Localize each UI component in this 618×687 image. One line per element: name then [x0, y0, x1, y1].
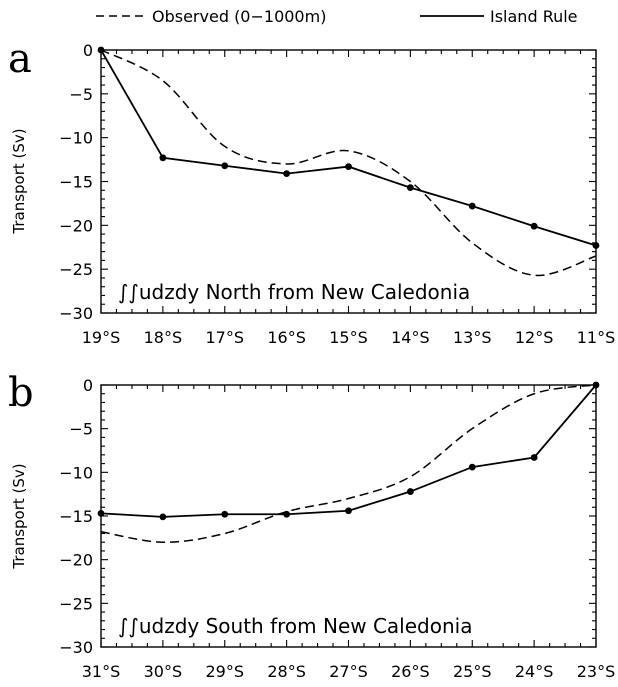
- panel-b-ylabel: Transport (Sv): [10, 463, 28, 569]
- panel-b-ytick-label: 0: [83, 376, 93, 395]
- panel-a-letter: a: [8, 36, 32, 82]
- panel-a-annotation: ∫∫udzdy North from New Caledonia: [118, 280, 470, 304]
- panel-b-ytick-label: −10: [59, 463, 93, 482]
- panel-a-xtick-label: 17°S: [205, 328, 244, 347]
- panel-b-xtick-label: 25°S: [453, 662, 492, 681]
- panel-a-ytick-label: −20: [59, 216, 93, 235]
- panel-a-island-rule-line: [100, 49, 597, 247]
- panel-a-ytick-label: −30: [59, 304, 93, 323]
- panel-b-ytick-label: −25: [59, 594, 93, 613]
- panel-a-xtick-label: 15°S: [329, 328, 368, 347]
- panel-a-xtick-label: 11°S: [577, 328, 616, 347]
- panel-a-ytick-label: −15: [59, 173, 93, 192]
- panel-a-island-rule-point: [345, 163, 352, 170]
- panel-a-island-rule-point: [530, 222, 538, 230]
- panel-b-island-rule-point: [468, 463, 476, 471]
- legend-observed-label: Observed (0−1000m): [152, 7, 326, 26]
- panel-b: b Transport (Sv) ∫∫udzdy South from New …: [8, 370, 615, 681]
- panel-a-xtick-label: 16°S: [267, 328, 306, 347]
- panel-b-ytick-label: −30: [59, 638, 93, 657]
- panel-a: a Transport (Sv) ∫∫udzdy North from New …: [8, 36, 615, 347]
- panel-b-island-rule-point: [592, 381, 600, 389]
- panel-b-island-rule-point: [159, 513, 167, 521]
- panel-a-ylabel: Transport (Sv): [10, 128, 28, 234]
- panel-a-frame: [100, 49, 597, 314]
- panel-a-observed-line: [100, 49, 597, 277]
- panel-a-ytick-label: 0: [83, 41, 93, 60]
- panel-a-island-rule-point: [159, 154, 167, 162]
- panel-b-island-rule-point: [221, 510, 229, 518]
- panel-b-xtick-label: 24°S: [515, 662, 554, 681]
- panel-b-xtick-label: 30°S: [144, 662, 183, 681]
- panel-a-ytick-label: −10: [59, 129, 93, 148]
- panel-a-island-rule-point: [97, 46, 105, 54]
- panel-b-annotation: ∫∫udzdy South from New Caledonia: [118, 614, 472, 638]
- panel-a-xtick-label: 12°S: [515, 328, 554, 347]
- panel-b-xtick-label: 28°S: [267, 662, 306, 681]
- panel-b-observed-line: [100, 384, 597, 543]
- panel-a-island-rule-point: [406, 184, 414, 192]
- panel-a-island-rule-point: [283, 170, 291, 178]
- panel-a-xtick-label: 18°S: [144, 328, 183, 347]
- panel-b-island-rule-point: [530, 454, 538, 461]
- panel-b-ytick-label: −15: [59, 507, 93, 526]
- panel-a-ytick-label: −5: [69, 85, 93, 104]
- panel-b-island-rule-point: [406, 488, 414, 495]
- legend-island-rule-label: Island Rule: [490, 7, 578, 26]
- panel-a-xtick-label: 19°S: [82, 328, 121, 347]
- panel-b-xtick-label: 29°S: [205, 662, 244, 681]
- legend: Observed (0−1000m) Island Rule: [96, 7, 578, 26]
- panel-b-island-rule-line: [100, 384, 597, 518]
- panel-b-letter: b: [8, 370, 34, 416]
- panel-a-island-rule-point: [592, 242, 600, 249]
- panel-a-xtick-label: 13°S: [453, 328, 492, 347]
- panel-b-ytick-label: −20: [59, 551, 93, 570]
- panel-b-island-rule-point: [345, 507, 352, 515]
- panel-b-xtick-label: 23°S: [577, 662, 616, 681]
- panel-b-xtick-label: 31°S: [82, 662, 121, 681]
- panel-a-island-rule-point: [468, 202, 476, 210]
- panel-a-xtick-label: 14°S: [391, 328, 430, 347]
- panel-b-ytick-label: −5: [69, 420, 93, 439]
- panel-b-xtick-label: 26°S: [391, 662, 430, 681]
- panel-a-ytick-label: −25: [59, 260, 93, 279]
- panel-b-island-rule-point: [97, 509, 105, 517]
- panel-b-island-rule-point: [283, 510, 291, 518]
- panel-a-island-rule-point: [221, 162, 229, 170]
- panel-b-xtick-label: 27°S: [329, 662, 368, 681]
